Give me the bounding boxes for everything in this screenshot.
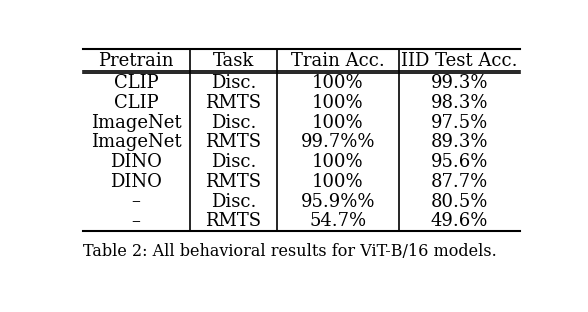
Text: 100%: 100% (312, 114, 363, 132)
Text: 80.5%: 80.5% (430, 193, 488, 211)
Text: 100%: 100% (312, 153, 363, 171)
Text: 100%: 100% (312, 74, 363, 92)
Text: –: – (132, 212, 141, 230)
Text: RMTS: RMTS (205, 134, 261, 151)
Text: 100%: 100% (312, 173, 363, 191)
Text: IID Test Acc.: IID Test Acc. (401, 52, 517, 71)
Text: Table 2: All behavioral results for ViT-B/16 models.: Table 2: All behavioral results for ViT-… (82, 243, 496, 260)
Text: 99.7%%: 99.7%% (300, 134, 375, 151)
Text: 97.5%: 97.5% (430, 114, 488, 132)
Text: RMTS: RMTS (205, 94, 261, 112)
Text: Task: Task (213, 52, 254, 71)
Text: ImageNet: ImageNet (91, 134, 181, 151)
Text: Train Acc.: Train Acc. (291, 52, 385, 71)
Text: 99.3%: 99.3% (430, 74, 488, 92)
Text: 49.6%: 49.6% (430, 212, 488, 230)
Text: 87.7%: 87.7% (430, 173, 488, 191)
Text: 98.3%: 98.3% (430, 94, 488, 112)
Text: DINO: DINO (110, 153, 162, 171)
Text: Pretrain: Pretrain (98, 52, 174, 71)
Text: CLIP: CLIP (113, 74, 158, 92)
Text: ImageNet: ImageNet (91, 114, 181, 132)
Text: Disc.: Disc. (211, 114, 256, 132)
Text: 54.7%: 54.7% (309, 212, 366, 230)
Text: Disc.: Disc. (211, 153, 256, 171)
Text: 100%: 100% (312, 94, 363, 112)
Text: 95.9%%: 95.9%% (300, 193, 375, 211)
Text: RMTS: RMTS (205, 173, 261, 191)
Text: –: – (132, 193, 141, 211)
Text: Disc.: Disc. (211, 193, 256, 211)
Text: CLIP: CLIP (113, 94, 158, 112)
Text: Disc.: Disc. (211, 74, 256, 92)
Text: 95.6%: 95.6% (430, 153, 488, 171)
Text: RMTS: RMTS (205, 212, 261, 230)
Text: 89.3%: 89.3% (430, 134, 488, 151)
Text: DINO: DINO (110, 173, 162, 191)
